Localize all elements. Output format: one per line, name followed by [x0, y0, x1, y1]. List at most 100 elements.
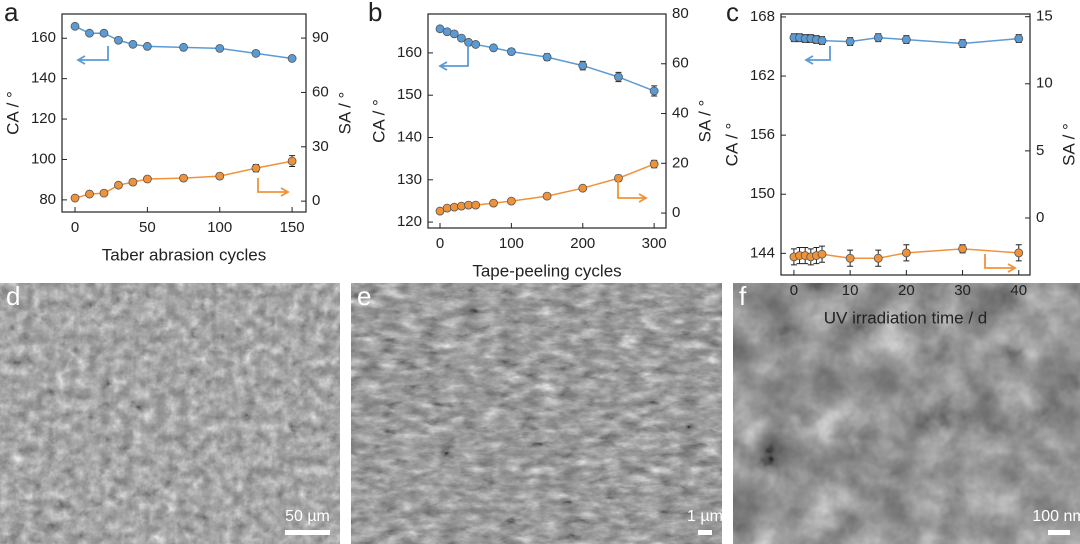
plot-frame	[427, 13, 667, 229]
data-point	[114, 180, 123, 190]
data-point	[442, 203, 452, 213]
data-point	[958, 244, 967, 254]
scale-bar-label: 1 µm	[687, 508, 723, 525]
data-point	[70, 21, 80, 31]
y-tick-label: 150	[397, 86, 422, 103]
x-axis-label: Tape-peeling cycles	[472, 261, 621, 280]
data-point	[901, 35, 911, 45]
x-tick-label: 0	[71, 219, 79, 236]
sem-texture	[733, 283, 1080, 544]
scale-bar	[698, 530, 712, 535]
y-tick-label: 120	[397, 213, 422, 230]
y2-tick-label: 90	[312, 29, 329, 46]
data-point	[1014, 248, 1024, 258]
y-tick-label: 130	[397, 171, 422, 188]
y2-tick-label: 60	[312, 83, 329, 100]
data-point	[489, 198, 498, 208]
y-tick-label: 162	[750, 67, 775, 84]
data-point	[578, 61, 588, 70]
y-tick-label: 120	[31, 110, 56, 127]
data-point	[449, 202, 459, 212]
y2-axis-label: SA / °	[335, 92, 354, 135]
y2-tick-label: 80	[672, 5, 689, 22]
data-point	[901, 248, 911, 258]
axis-arrow	[617, 178, 648, 203]
series-line	[74, 160, 293, 199]
series-line	[74, 25, 293, 60]
y2-tick-label: 15	[1036, 8, 1053, 25]
data-point	[215, 43, 225, 53]
data-point	[457, 201, 466, 211]
scale-bar-label: 50 µm	[285, 508, 330, 525]
x-tick-label: 50	[139, 219, 156, 236]
y-tick-label: 156	[750, 126, 775, 143]
axis-arrow	[804, 46, 831, 65]
axis-arrow	[438, 44, 469, 71]
panel-label: c	[726, 0, 739, 27]
x-tick-label: 30	[954, 282, 971, 299]
data-point	[845, 253, 855, 263]
x-tick-label: 10	[842, 282, 859, 299]
data-point	[142, 41, 152, 51]
x-tick-label: 300	[642, 235, 667, 252]
y2-axis-label: SA / °	[695, 100, 714, 143]
data-point	[457, 33, 466, 43]
data-point	[114, 35, 123, 45]
x-tick-label: 40	[1010, 282, 1027, 299]
y2-axis-label: SA / °	[1059, 123, 1078, 166]
y-tick-label: 80	[39, 191, 56, 208]
x-tick-label: 200	[570, 235, 595, 252]
data-point	[873, 253, 883, 263]
plot-frame	[780, 13, 1031, 276]
data-point	[179, 42, 188, 52]
x-tick-label: 100	[207, 219, 232, 236]
axis-arrow	[984, 254, 1017, 273]
y2-tick-label: 0	[672, 204, 680, 221]
data-point	[287, 156, 297, 166]
x-tick-label: 0	[436, 235, 444, 252]
data-point	[128, 177, 138, 187]
y-tick-label: 150	[750, 185, 775, 202]
data-point	[99, 188, 109, 198]
data-point	[649, 86, 659, 96]
data-point	[873, 33, 883, 43]
data-point	[85, 28, 94, 38]
axis-arrow	[257, 178, 290, 197]
y-tick-label: 168	[750, 8, 775, 25]
data-point	[614, 72, 623, 82]
y-tick-label: 100	[31, 150, 56, 167]
y2-tick-label: 40	[672, 105, 689, 122]
data-point	[817, 249, 827, 259]
data-point	[649, 159, 659, 169]
y2-tick-label: 60	[672, 55, 689, 72]
data-point	[817, 36, 827, 45]
image-label: e	[357, 281, 371, 311]
data-point	[471, 200, 481, 210]
axis-arrow	[76, 46, 109, 65]
x-tick-label: 0	[790, 282, 798, 299]
y-axis-label: CA / °	[369, 99, 388, 143]
panel-label: a	[4, 0, 19, 27]
scale-bar-label: 100 nm	[1032, 508, 1080, 525]
data-point	[287, 54, 297, 63]
y2-tick-label: 0	[1036, 209, 1044, 226]
y-tick-label: 144	[750, 244, 775, 261]
image-label: d	[6, 281, 20, 311]
y-tick-label: 140	[31, 70, 56, 87]
image-label: f	[739, 281, 747, 311]
data-point	[142, 174, 152, 184]
data-point	[506, 196, 516, 206]
data-point	[1014, 34, 1024, 44]
data-point	[958, 39, 967, 48]
data-point	[179, 173, 188, 183]
sem-texture	[351, 283, 722, 544]
data-point	[542, 191, 552, 201]
data-point	[99, 28, 109, 38]
data-point	[85, 189, 94, 199]
y2-tick-label: 30	[312, 138, 329, 155]
x-tick-label: 150	[280, 219, 305, 236]
x-axis-label: UV irradiation time / d	[824, 308, 987, 327]
y-tick-label: 160	[31, 29, 56, 46]
data-point	[128, 39, 138, 49]
